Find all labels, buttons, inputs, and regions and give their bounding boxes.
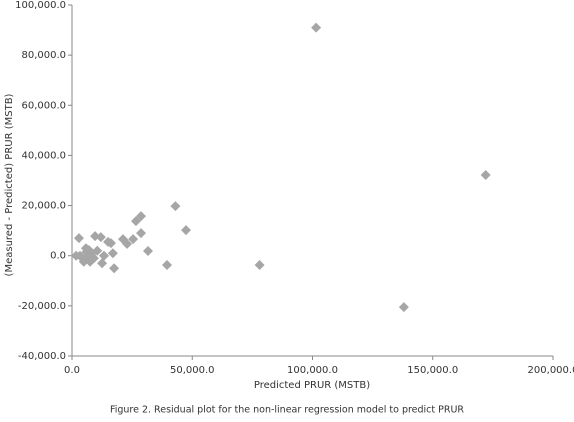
x-tick-label: 200,000.0 xyxy=(528,365,574,376)
point xyxy=(398,302,409,313)
x-tick-label: 50,000.0 xyxy=(170,365,215,376)
y-tick-label: -20,000.0 xyxy=(18,301,66,312)
point xyxy=(136,211,147,222)
y-tick-label: 20,000.0 xyxy=(21,201,66,212)
point xyxy=(98,250,109,261)
point xyxy=(128,234,139,245)
point xyxy=(97,258,108,269)
point xyxy=(136,228,147,239)
point xyxy=(254,259,265,270)
point xyxy=(105,238,116,249)
point xyxy=(74,250,85,261)
point xyxy=(109,263,120,274)
y-tick-label: 0.0 xyxy=(50,251,66,262)
y-tick-label: 40,000.0 xyxy=(21,150,66,161)
y-tick-label: -40,000.0 xyxy=(18,351,66,362)
point xyxy=(161,259,172,270)
point xyxy=(122,238,133,249)
point xyxy=(78,256,89,267)
x-tick-label: 150,000.0 xyxy=(407,365,458,376)
point xyxy=(95,232,106,243)
point xyxy=(73,233,84,244)
point xyxy=(180,225,191,236)
y-tick-label: 60,000.0 xyxy=(21,100,66,111)
point xyxy=(142,245,153,256)
point xyxy=(130,216,141,227)
point xyxy=(107,248,118,259)
x-axis-title: Predicted PRUR (MSTB) xyxy=(254,380,370,391)
point xyxy=(85,256,96,267)
x-tick-label: 0.0 xyxy=(64,365,80,376)
caption: Figure 2. Residual plot for the non-line… xyxy=(110,405,464,416)
y-axis-title: (Measured - Predicted) PRUR (MSTB) xyxy=(4,93,15,276)
point xyxy=(170,201,181,212)
y-tick-label: 100,000.0 xyxy=(15,0,66,11)
point xyxy=(81,246,92,257)
point xyxy=(92,245,103,256)
y-tick-label: 80,000.0 xyxy=(21,50,66,61)
point xyxy=(311,22,322,33)
x-tick-label: 100,000.0 xyxy=(287,365,338,376)
point xyxy=(480,169,491,180)
